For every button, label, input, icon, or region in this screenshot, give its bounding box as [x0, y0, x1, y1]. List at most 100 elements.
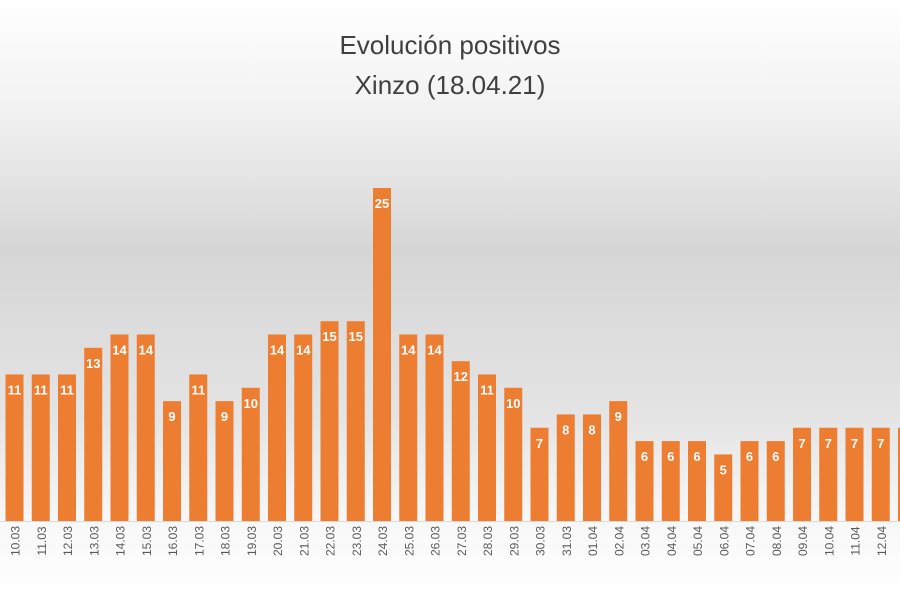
bar-19.03: [241, 387, 260, 521]
bar-29.03: [504, 387, 523, 521]
bar-16.03: [163, 401, 181, 521]
bar-31.03: [556, 414, 575, 521]
data-label: 14: [139, 343, 154, 358]
chart-title: Evolución positivos: [339, 30, 561, 60]
data-label: 12: [454, 369, 468, 384]
data-label: 14: [401, 343, 416, 358]
bar-10.04: [819, 427, 838, 521]
bar-24.03: [373, 188, 391, 521]
x-tick-label: 05.04: [691, 526, 705, 556]
bar-08.04: [766, 441, 785, 521]
x-tick-label: 12.04: [875, 526, 889, 556]
x-tick-label: 22.03: [324, 526, 338, 556]
x-tick-label: 20.03: [271, 526, 285, 556]
x-tick-label: 03.04: [639, 526, 653, 556]
x-tick-label: 09.04: [796, 526, 810, 556]
data-label: 6: [667, 449, 674, 464]
data-label: 15: [322, 329, 336, 344]
x-tick-label: 17.03: [192, 526, 206, 556]
x-tick-label: 24.03: [376, 526, 390, 556]
data-label: 9: [168, 409, 175, 424]
bar-27.03: [451, 361, 470, 521]
x-tick-label: 26.03: [429, 526, 443, 556]
data-label: 25: [375, 196, 389, 211]
bar-01.04: [583, 414, 601, 521]
x-tick-label: 10.04: [822, 526, 836, 556]
bar-04.04: [661, 441, 680, 521]
bar-15.03: [136, 334, 155, 521]
bar-28.03: [478, 374, 496, 521]
x-tick-label: 16.03: [166, 526, 180, 556]
x-tick-label: 12.03: [61, 526, 75, 556]
data-label: 7: [798, 436, 805, 451]
data-label: 13: [86, 356, 100, 371]
bar-13.03: [84, 347, 103, 521]
x-tick-label: 08.04: [770, 526, 784, 556]
x-tick-label: 29.03: [507, 526, 521, 556]
x-tick-label: 01.04: [586, 526, 600, 556]
data-label: 8: [588, 422, 595, 437]
bar-11.03: [31, 374, 50, 521]
bar-30.03: [530, 427, 549, 521]
x-tick-label: 07.04: [744, 526, 758, 556]
x-tick-label: 21.03: [297, 526, 311, 556]
data-label: 10: [506, 396, 520, 411]
chart-subtitle: Xinzo (18.04.21): [354, 70, 546, 100]
data-label: 8: [562, 422, 569, 437]
data-label: 6: [746, 449, 753, 464]
x-tick-label: 13.03: [87, 526, 101, 556]
data-label: 5: [720, 462, 727, 477]
data-label: 10: [244, 396, 258, 411]
bar-21.03: [294, 334, 313, 521]
data-label: 7: [536, 436, 543, 451]
data-label: 14: [112, 343, 127, 358]
bar-12.04: [871, 427, 890, 521]
bar-14.03: [110, 334, 129, 521]
data-label: 6: [641, 449, 648, 464]
data-label: 14: [270, 343, 285, 358]
data-label: 15: [349, 329, 363, 344]
bar-05.04: [688, 441, 706, 521]
bar-22.03: [320, 321, 339, 521]
data-label: 6: [772, 449, 779, 464]
bar-06.04: [714, 454, 733, 521]
data-label: 11: [34, 382, 48, 397]
data-label: 11: [480, 382, 494, 397]
x-tick-label: 06.04: [717, 526, 731, 556]
bar-07.04: [740, 441, 759, 521]
data-label: 7: [877, 436, 884, 451]
bar-18.03: [215, 401, 234, 521]
data-label: 14: [427, 343, 442, 358]
x-tick-label: 30.03: [534, 526, 548, 556]
x-tick-label: 18.03: [219, 526, 233, 556]
bar-10.03: [5, 374, 24, 521]
x-tick-label: 02.04: [612, 526, 626, 556]
x-tick-label: 27.03: [455, 526, 469, 556]
x-tick-label: 10.03: [9, 526, 23, 556]
bar-25.03: [399, 334, 418, 521]
bar-11.04: [845, 427, 864, 521]
bar-12.03: [58, 374, 76, 521]
data-label: 14: [296, 343, 311, 358]
bar-13.04: [898, 427, 900, 521]
bar-26.03: [425, 334, 444, 521]
x-tick-label: 28.03: [481, 526, 495, 556]
data-label: 11: [191, 382, 205, 397]
bar-02.04: [609, 401, 628, 521]
data-label: 7: [825, 436, 832, 451]
bar-17.03: [189, 374, 208, 521]
x-tick-label: 11.03: [35, 526, 49, 555]
data-label: 6: [693, 449, 700, 464]
x-tick-label: 23.03: [350, 526, 364, 556]
data-label: 11: [60, 382, 74, 397]
bar-23.03: [346, 321, 365, 521]
bar-03.04: [635, 441, 654, 521]
x-tick-label: 04.04: [665, 526, 679, 556]
bar-09.04: [793, 427, 811, 521]
x-tick-label: 31.03: [560, 526, 574, 556]
data-label: 11: [8, 382, 22, 397]
x-tick-label: 25.03: [402, 526, 416, 556]
x-tick-label: 15.03: [140, 526, 154, 556]
bar-20.03: [268, 334, 286, 521]
